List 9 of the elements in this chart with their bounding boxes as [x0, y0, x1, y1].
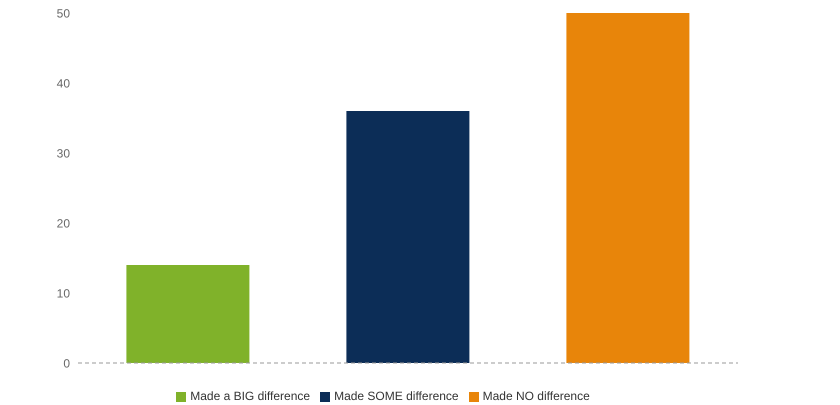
y-tick-label: 10: [56, 286, 70, 300]
legend-label: Made SOME difference: [334, 389, 459, 403]
legend-label: Made a BIG difference: [190, 389, 310, 403]
y-tick-label: 20: [56, 216, 70, 230]
y-tick-label: 30: [56, 146, 70, 160]
y-tick-label: 40: [56, 76, 70, 90]
y-tick-label: 0: [63, 356, 70, 370]
legend-label: Made NO difference: [482, 389, 590, 403]
y-tick-label: 50: [56, 6, 70, 20]
